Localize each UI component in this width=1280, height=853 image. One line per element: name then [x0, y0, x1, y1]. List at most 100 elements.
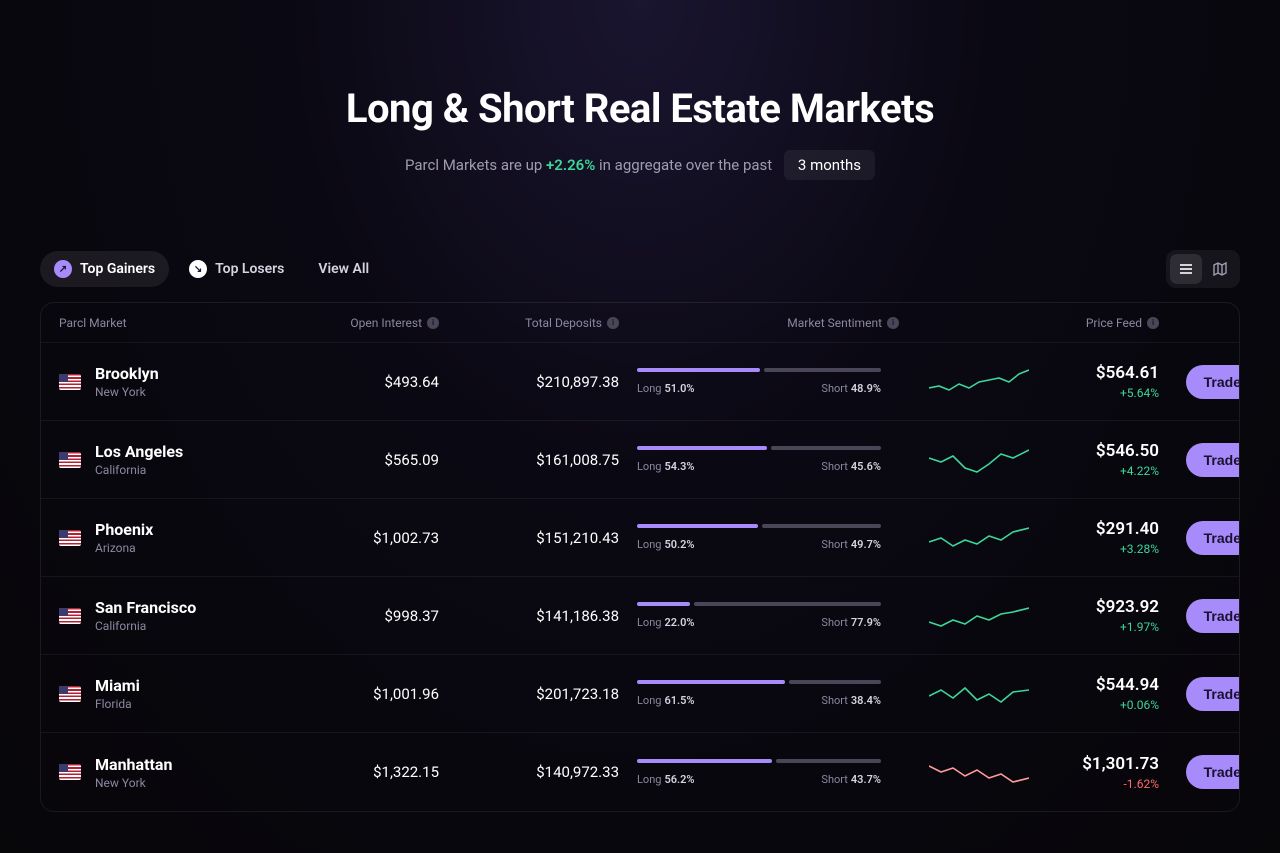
- city-name: Phoenix: [95, 520, 153, 539]
- deposits-value: $161,008.75: [439, 451, 619, 469]
- sentiment-cell: Long51.0% Short48.9%: [619, 368, 899, 395]
- us-flag-icon: [59, 452, 81, 468]
- aggregate-pct: +2.26%: [546, 156, 595, 174]
- sparkline: [899, 520, 1059, 556]
- price-cell: $546.50 +4.22%: [1059, 441, 1159, 478]
- long-bar: [637, 446, 767, 450]
- region-name: New York: [95, 776, 172, 790]
- tab-top-gainers[interactable]: ↗ Top Gainers: [40, 251, 169, 287]
- price-change: +5.64%: [1059, 386, 1159, 400]
- sparkline: [899, 364, 1059, 400]
- info-icon[interactable]: i: [427, 317, 439, 329]
- long-bar: [637, 602, 690, 606]
- arrow-up-right-icon: ↗: [54, 260, 72, 278]
- map-icon: [1212, 261, 1228, 277]
- sentiment-cell: Long61.5% Short38.4%: [619, 680, 899, 707]
- period-pill[interactable]: 3 months: [784, 150, 875, 180]
- price-cell: $923.92 +1.97%: [1059, 597, 1159, 634]
- open-interest-value: $565.09: [299, 451, 439, 469]
- sparkline: [899, 754, 1059, 790]
- region-name: Florida: [95, 697, 140, 711]
- city-name: Brooklyn: [95, 364, 159, 383]
- price-change: +0.06%: [1059, 698, 1159, 712]
- tab-top-losers[interactable]: ↘ Top Losers: [175, 251, 298, 287]
- price-value: $1,301.73: [1059, 754, 1159, 774]
- view-toggle: [1166, 250, 1240, 288]
- long-bar: [637, 368, 760, 372]
- info-icon[interactable]: i: [1147, 317, 1159, 329]
- trade-button[interactable]: Trade: [1186, 365, 1240, 399]
- price-cell: $544.94 +0.06%: [1059, 675, 1159, 712]
- open-interest-value: $998.37: [299, 607, 439, 625]
- trade-button[interactable]: Trade: [1186, 443, 1240, 477]
- short-bar: [776, 759, 881, 763]
- price-change: -1.62%: [1059, 777, 1159, 791]
- trade-button[interactable]: Trade: [1186, 521, 1240, 555]
- city-name: Manhattan: [95, 755, 172, 774]
- markets-table: Parcl Market Open Interesti Total Deposi…: [40, 302, 1240, 812]
- price-cell: $564.61 +5.64%: [1059, 363, 1159, 400]
- list-view-button[interactable]: [1170, 254, 1202, 284]
- price-change: +4.22%: [1059, 464, 1159, 478]
- price-value: $546.50: [1059, 441, 1159, 461]
- col-open-interest: Open Interesti: [299, 316, 439, 330]
- deposits-value: $151,210.43: [439, 529, 619, 547]
- price-cell: $1,301.73 -1.62%: [1059, 754, 1159, 791]
- sparkline: [899, 442, 1059, 478]
- deposits-value: $201,723.18: [439, 685, 619, 703]
- open-interest-value: $1,001.96: [299, 685, 439, 703]
- table-row: Brooklyn New York $493.64 $210,897.38 Lo…: [41, 343, 1239, 421]
- map-view-button[interactable]: [1204, 254, 1236, 284]
- col-price: Price Feedi: [1059, 316, 1159, 330]
- col-market: Parcl Market: [59, 316, 299, 330]
- list-icon: [1178, 261, 1194, 277]
- long-bar: [637, 524, 758, 528]
- us-flag-icon: [59, 530, 81, 546]
- subtitle: Parcl Markets are up +2.26% in aggregate…: [40, 150, 1240, 180]
- long-bar: [637, 759, 772, 763]
- tab-view-all[interactable]: View All: [304, 252, 383, 286]
- region-name: California: [95, 619, 196, 633]
- info-icon[interactable]: i: [887, 317, 899, 329]
- price-value: $923.92: [1059, 597, 1159, 617]
- arrow-down-right-icon: ↘: [189, 260, 207, 278]
- sentiment-cell: Long50.2% Short49.7%: [619, 524, 899, 551]
- short-bar: [764, 368, 881, 372]
- price-value: $291.40: [1059, 519, 1159, 539]
- hero: Long & Short Real Estate Markets Parcl M…: [40, 0, 1240, 250]
- sparkline: [899, 598, 1059, 634]
- open-interest-value: $1,322.15: [299, 763, 439, 781]
- sparkline: [899, 676, 1059, 712]
- price-cell: $291.40 +3.28%: [1059, 519, 1159, 556]
- col-deposits: Total Depositsi: [439, 316, 619, 330]
- market-cell: San Francisco California: [59, 598, 299, 633]
- trade-button[interactable]: Trade: [1186, 599, 1240, 633]
- sentiment-cell: Long22.0% Short77.9%: [619, 602, 899, 629]
- market-cell: Los Angeles California: [59, 442, 299, 477]
- region-name: Arizona: [95, 541, 153, 555]
- info-icon[interactable]: i: [607, 317, 619, 329]
- filter-tabs: ↗ Top Gainers ↘ Top Losers View All: [40, 251, 383, 287]
- col-sentiment: Market Sentimenti: [619, 316, 899, 330]
- market-cell: Manhattan New York: [59, 755, 299, 790]
- short-bar: [762, 524, 881, 528]
- price-value: $564.61: [1059, 363, 1159, 383]
- table-row: Miami Florida $1,001.96 $201,723.18 Long…: [41, 655, 1239, 733]
- us-flag-icon: [59, 686, 81, 702]
- region-name: California: [95, 463, 183, 477]
- trade-button[interactable]: Trade: [1186, 677, 1240, 711]
- deposits-value: $141,186.38: [439, 607, 619, 625]
- city-name: Los Angeles: [95, 442, 183, 461]
- price-value: $544.94: [1059, 675, 1159, 695]
- page-title: Long & Short Real Estate Markets: [40, 85, 1240, 132]
- short-bar: [771, 446, 881, 450]
- deposits-value: $140,972.33: [439, 763, 619, 781]
- short-bar: [694, 602, 881, 606]
- city-name: Miami: [95, 676, 140, 695]
- region-name: New York: [95, 385, 159, 399]
- us-flag-icon: [59, 608, 81, 624]
- table-row: Manhattan New York $1,322.15 $140,972.33…: [41, 733, 1239, 811]
- long-bar: [637, 680, 785, 684]
- trade-button[interactable]: Trade: [1186, 755, 1240, 789]
- market-cell: Brooklyn New York: [59, 364, 299, 399]
